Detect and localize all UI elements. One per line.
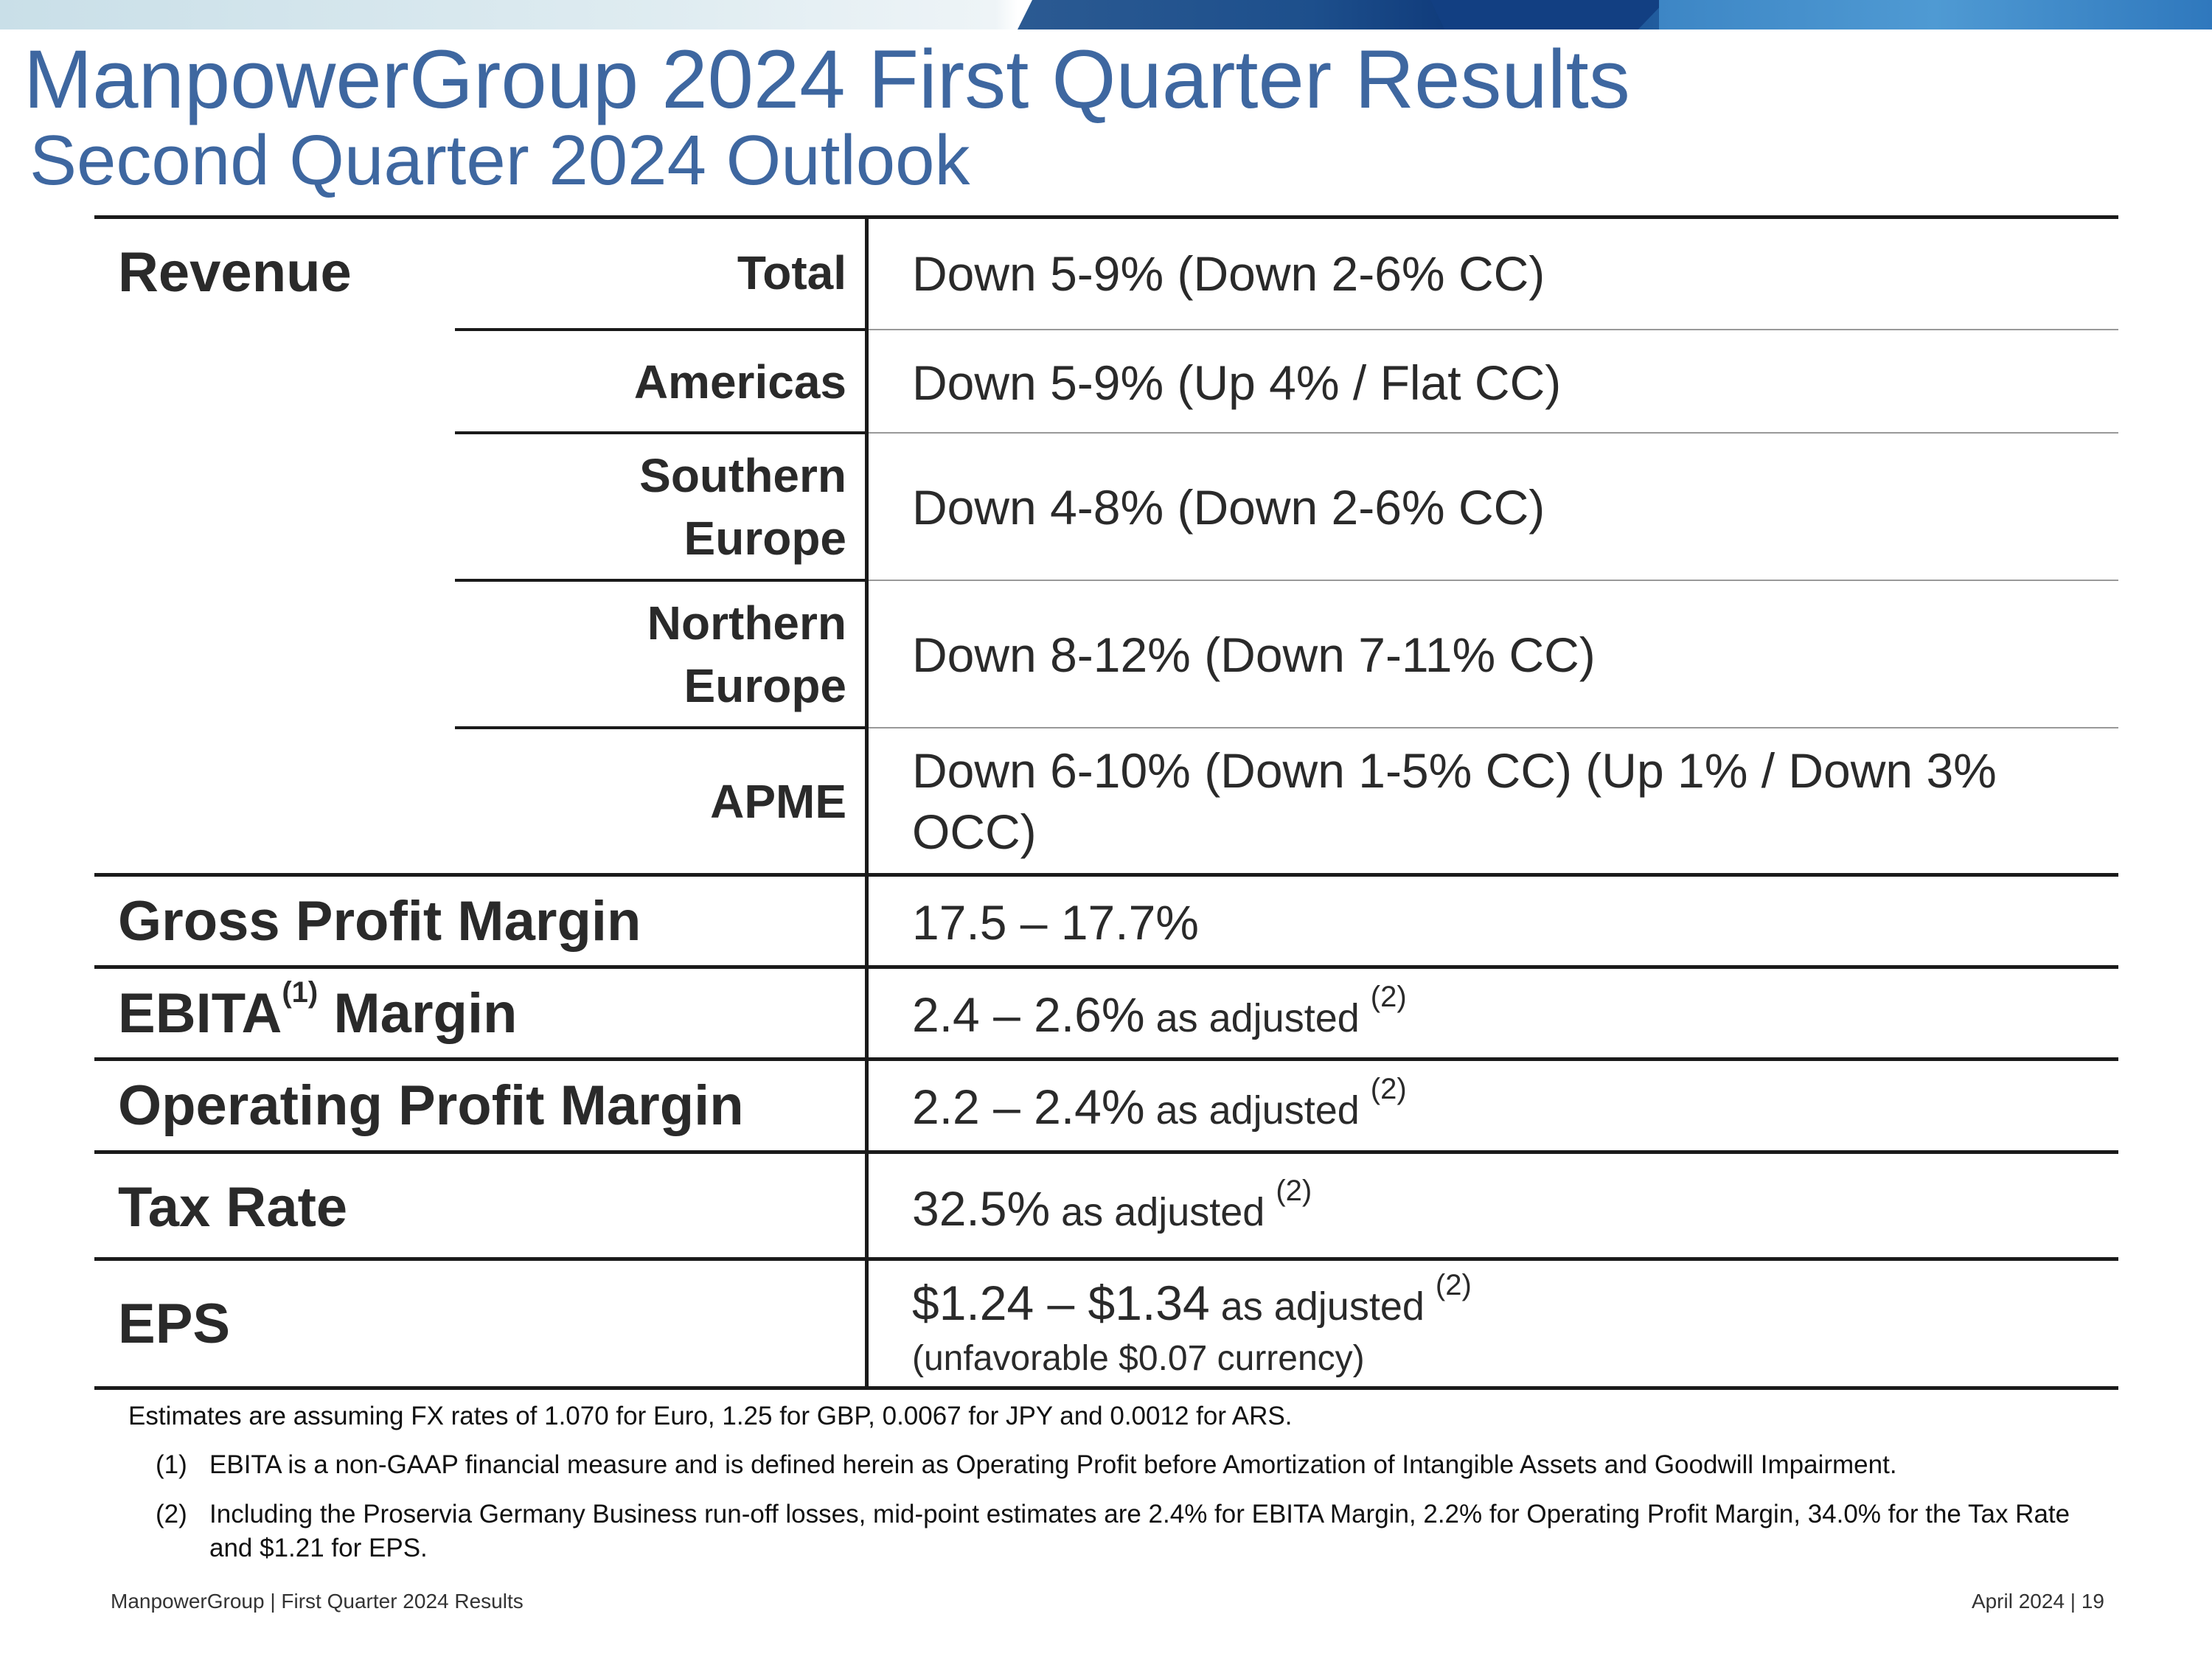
eps-currency-note: (unfavorable $0.07 currency) xyxy=(912,1338,1365,1378)
gross-profit-label: Gross Profit Margin xyxy=(118,890,641,953)
footnote-text: Including the Proservia Germany Business… xyxy=(209,1500,2070,1562)
table-divider xyxy=(865,216,869,1388)
table-rule xyxy=(455,726,867,729)
operating-range: 2.2 – 2.4% xyxy=(912,1079,1145,1134)
footer-left: ManpowerGroup | First Quarter 2024 Resul… xyxy=(111,1590,524,1613)
banner-stripe xyxy=(1659,0,2212,29)
footnote-1: (1) EBITA is a non-GAAP financial measur… xyxy=(156,1448,2212,1485)
table-rule xyxy=(94,1150,2118,1154)
ebita-label-text: EBITA xyxy=(118,982,282,1045)
tax-rate: 32.5% xyxy=(912,1181,1051,1236)
qualifier: as adjusted xyxy=(1209,1284,1436,1329)
table-rule xyxy=(867,580,2118,581)
footnote-number: (2) xyxy=(156,1500,187,1528)
ebita-label: EBITA(1) Margin xyxy=(118,976,518,1046)
footnote-2: (2) Including the Proservia Germany Busi… xyxy=(156,1498,2212,1571)
table-rule xyxy=(94,965,2118,969)
table-rule xyxy=(94,1057,2118,1061)
footnote-ref: (2) xyxy=(1435,1269,1472,1301)
table-rule xyxy=(94,1257,2118,1261)
gross-profit-value: 17.5 – 17.7% xyxy=(912,895,1199,950)
qualifier: as adjusted xyxy=(1050,1190,1276,1234)
table-rule xyxy=(867,329,2118,330)
banner-stripe xyxy=(1430,0,1666,29)
revenue-southern-europe-value: Down 4-8% (Down 2-6% CC) xyxy=(912,480,1545,535)
table-rule xyxy=(455,328,867,331)
value-line: Down 6-10% (Down 1-5% CC) (Up 1% / Down … xyxy=(912,743,1997,798)
revenue-label: Revenue xyxy=(118,241,352,304)
footnote-ref: (2) xyxy=(1370,981,1407,1013)
table-rule xyxy=(455,579,867,582)
table-rule xyxy=(455,431,867,434)
region-line: Southern xyxy=(639,449,846,502)
footnote-number: (1) xyxy=(156,1450,187,1479)
ebita-range: 2.4 – 2.6% xyxy=(912,987,1145,1042)
page-title: ManpowerGroup 2024 First Quarter Results xyxy=(24,33,1630,125)
revenue-apme-value: Down 6-10% (Down 1-5% CC) (Up 1% / Down … xyxy=(912,740,1997,862)
region-southern-europe: Southern Europe xyxy=(330,445,846,570)
table-rule xyxy=(94,215,2118,219)
table-rule xyxy=(94,1386,2118,1390)
page-subtitle: Second Quarter 2024 Outlook xyxy=(29,121,970,200)
estimates-note: Estimates are assuming FX rates of 1.070… xyxy=(128,1402,1293,1430)
region-total: Total xyxy=(737,246,846,299)
revenue-northern-europe-value: Down 8-12% (Down 7-11% CC) xyxy=(912,627,1596,682)
region-line: Europe xyxy=(684,659,846,713)
footnote-text: EBITA is a non-GAAP financial measure an… xyxy=(209,1450,1897,1479)
revenue-americas-value: Down 5-9% (Up 4% / Flat CC) xyxy=(912,355,1562,410)
region-americas: Americas xyxy=(633,355,846,408)
qualifier: as adjusted xyxy=(1144,996,1371,1040)
qualifier: as adjusted xyxy=(1144,1088,1371,1133)
region-apme: APME xyxy=(710,775,846,828)
header-banner xyxy=(0,0,2212,29)
region-line: Europe xyxy=(684,512,846,566)
ebita-label-rest: Margin xyxy=(318,982,518,1045)
eps-range: $1.24 – $1.34 xyxy=(912,1276,1210,1330)
footnote-ref: (2) xyxy=(1370,1073,1407,1105)
region-line: Northern xyxy=(647,597,846,650)
tax-rate-label: Tax Rate xyxy=(118,1176,348,1239)
footnote-ref: (1) xyxy=(282,976,319,1009)
eps-label: EPS xyxy=(118,1293,231,1355)
footnote-ref: (2) xyxy=(1276,1175,1312,1207)
tax-rate-value: 32.5% as adjusted (2) xyxy=(912,1175,1312,1239)
value-line: OCC) xyxy=(912,804,1037,859)
revenue-total-value: Down 5-9% (Down 2-6% CC) xyxy=(912,246,1545,301)
eps-value: $1.24 – $1.34 as adjusted (2) (unfavorabl… xyxy=(912,1269,1472,1381)
table-rule xyxy=(867,727,2118,728)
table-rule xyxy=(94,873,2118,877)
operating-profit-value: 2.2 – 2.4% as adjusted (2) xyxy=(912,1073,1407,1138)
ebita-value: 2.4 – 2.6% as adjusted (2) xyxy=(912,981,1407,1046)
operating-profit-label: Operating Profit Margin xyxy=(118,1074,744,1137)
footer-right: April 2024 | 19 xyxy=(1971,1590,2104,1613)
table-rule xyxy=(867,432,2118,434)
region-northern-europe: Northern Europe xyxy=(330,592,846,717)
